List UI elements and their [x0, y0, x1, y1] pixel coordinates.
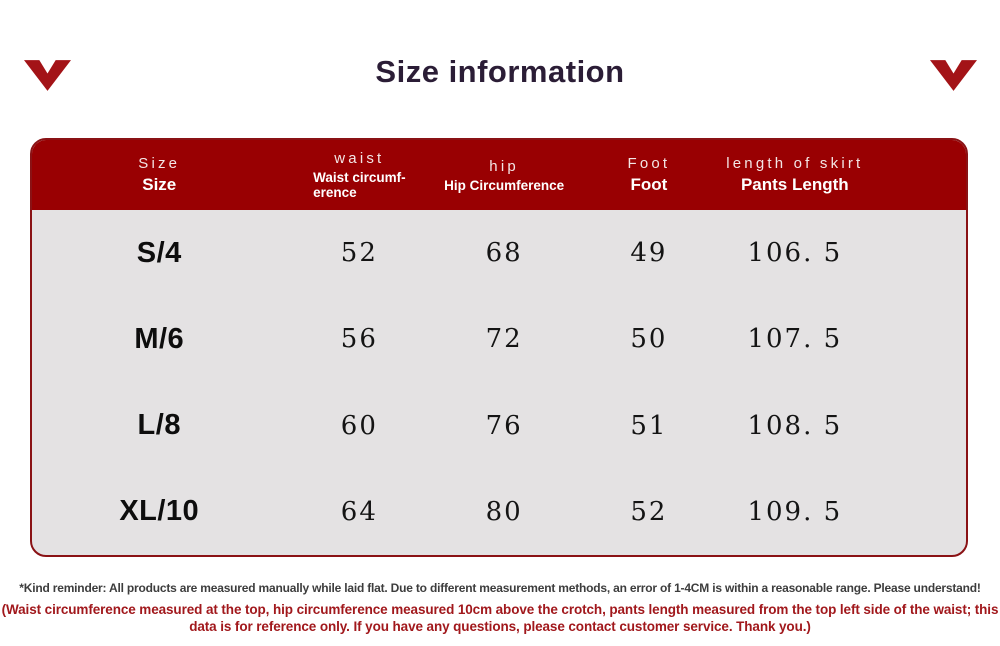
cell-waist: 56 [340, 324, 378, 355]
cell-hip: 68 [485, 238, 523, 269]
cell-size: L/8 [137, 409, 181, 442]
header-cell-hip: hip Hip Circumference [432, 140, 576, 210]
cell-waist: 60 [340, 410, 378, 441]
page-title: Size information [375, 54, 625, 89]
header-length-label: Pants Length [740, 175, 849, 194]
table-row: L/8 60 76 51 108. 5 [32, 383, 966, 469]
header-cell-length: length of skirt Pants Length [722, 140, 868, 210]
header-length-en: length of skirt [726, 155, 864, 172]
cell-waist: 52 [340, 238, 378, 269]
header-size-en: Size [138, 155, 181, 172]
header-foot-label: Foot [630, 175, 668, 194]
size-table: Size Size waist Waist circumf- erence hi… [30, 138, 968, 557]
header-foot-en: Foot [627, 155, 671, 172]
cell-foot: 51 [630, 410, 668, 441]
chevron-down-icon [24, 60, 71, 91]
cell-foot: 49 [630, 238, 668, 269]
measurement-note: (Waist circumference measured at the top… [1, 602, 999, 634]
cell-length: 108. 5 [747, 410, 843, 441]
header-size-label: Size [142, 175, 177, 194]
header-waist-label: Waist circumf- erence [313, 170, 406, 200]
cell-foot: 50 [630, 324, 668, 355]
cell-hip: 80 [485, 496, 523, 527]
cell-hip: 72 [485, 324, 523, 355]
header-cell-size: Size Size [32, 140, 287, 210]
size-table-header: Size Size waist Waist circumf- erence hi… [32, 140, 966, 210]
cell-size: S/4 [136, 236, 182, 269]
header-hip-label: Hip Circumference [444, 177, 565, 193]
cell-size: M/6 [134, 322, 185, 355]
table-row: S/4 52 68 49 106. 5 [32, 210, 966, 296]
header-hip-en: hip [489, 157, 519, 175]
header-waist-en: waist [334, 150, 385, 167]
cell-waist: 64 [340, 496, 378, 527]
cell-length: 107. 5 [747, 324, 843, 355]
chevron-down-icon [930, 60, 977, 91]
cell-foot: 52 [630, 496, 668, 527]
table-row: M/6 56 72 50 107. 5 [32, 296, 966, 382]
cell-length: 106. 5 [747, 238, 843, 269]
header-cell-waist: waist Waist circumf- erence [287, 140, 433, 210]
table-row: XL/10 64 80 52 109. 5 [32, 469, 966, 555]
cell-size: XL/10 [119, 495, 200, 528]
cell-hip: 76 [485, 410, 523, 441]
kind-reminder-note: *Kind reminder: All products are measure… [19, 581, 981, 595]
cell-length: 109. 5 [747, 496, 843, 527]
header-cell-foot: Foot Foot [576, 140, 722, 210]
